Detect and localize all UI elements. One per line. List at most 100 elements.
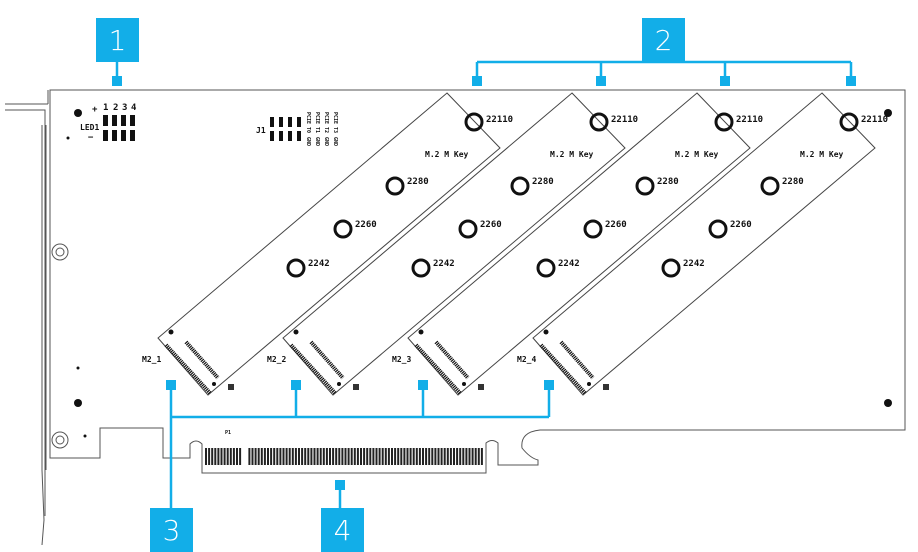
size-label: 2280: [407, 177, 429, 187]
m2-connector-pads: [164, 343, 212, 395]
edge-pin: [381, 448, 384, 465]
edge-pin: [480, 448, 483, 465]
edge-pin: [214, 448, 217, 465]
edge-pin: [338, 448, 341, 465]
edge-pin: [372, 448, 375, 465]
m2-slot-4: 22110 2280 2260 2242 M.2 M Key M2_4: [517, 92, 888, 396]
edge-pin: [291, 448, 294, 465]
edge-pin: [254, 448, 257, 465]
mounting-holes: [66, 109, 892, 438]
svg-text:−: −: [88, 133, 94, 143]
callout-4: 4: [321, 508, 364, 552]
edge-pin: [288, 448, 291, 465]
edge-pin: [462, 448, 465, 465]
standoff-hole-22110: [464, 112, 484, 132]
edge-pin: [310, 448, 313, 465]
edge-pin: [347, 448, 350, 465]
m-key-label: M.2 M Key: [675, 150, 719, 159]
m2-card-outline: [282, 92, 626, 396]
edge-pin: [415, 448, 418, 465]
edge-pin: [301, 448, 304, 465]
standoff-hole-2242: [411, 258, 431, 278]
standoff-hole-2260: [583, 219, 603, 239]
edge-pin: [257, 448, 260, 465]
m2-connector-pads: [434, 340, 470, 380]
size-label: 2280: [532, 177, 554, 187]
edge-pin: [322, 448, 325, 465]
size-label: 2242: [558, 259, 580, 269]
m2-slot-3: 22110 2280 2260 2242 M.2 M Key M2_3: [392, 92, 763, 396]
svg-text:GND: GND: [323, 137, 329, 146]
size-label: 22110: [611, 115, 638, 125]
size-label: 2280: [782, 177, 804, 187]
edge-pin: [391, 448, 393, 465]
edge-pin: [319, 448, 322, 465]
m2-connector-pads: [559, 340, 595, 380]
m2-connector-pads: [289, 343, 337, 395]
standoff-hole-2280: [635, 176, 655, 196]
edge-pin: [335, 448, 338, 465]
svg-text:GND: GND: [305, 137, 311, 146]
standoff-hole-2242: [286, 258, 306, 278]
edge-pin: [329, 448, 331, 465]
edge-pin: [260, 448, 263, 465]
edge-pin: [443, 448, 446, 465]
edge-pin: [446, 448, 449, 465]
edge-pin: [409, 448, 412, 465]
svg-text:+: +: [92, 105, 98, 115]
edge-pin: [440, 448, 443, 465]
led-header: + LED1 − 1 2 3 4: [80, 103, 137, 143]
edge-pin: [378, 448, 381, 465]
size-label: 2260: [730, 220, 752, 230]
edge-pin: [276, 448, 279, 465]
edge-pin: [449, 448, 452, 465]
edge-pin: [205, 448, 207, 465]
edge-pin: [356, 448, 359, 465]
svg-text:GND: GND: [314, 137, 320, 146]
slot-label: M2_2: [267, 355, 286, 364]
svg-text:4: 4: [131, 103, 137, 113]
edge-pin: [428, 448, 431, 465]
m-key-label: M.2 M Key: [425, 150, 469, 159]
edge-pin: [437, 448, 440, 465]
standoff-hole-22110: [714, 112, 734, 132]
edge-pin: [412, 448, 415, 465]
edge-pin: [418, 448, 421, 465]
edge-pin: [406, 448, 409, 465]
edge-pin: [387, 448, 390, 465]
m2-connector-pads: [539, 343, 587, 395]
edge-pin: [307, 448, 310, 465]
edge-pin: [366, 448, 369, 465]
j1-header: J1 PCIE T0 PCIE T1 PCIE T2 PCIE T3 GND G…: [256, 112, 338, 146]
edge-pin: [353, 448, 356, 465]
edge-pin: [369, 448, 372, 465]
standoff-hole-2280: [385, 176, 405, 196]
standoff-hole-2260: [708, 219, 728, 239]
m2-connector-pads: [309, 340, 345, 380]
size-label: 2242: [433, 259, 455, 269]
edge-pin: [384, 448, 387, 465]
edge-pin: [394, 448, 397, 465]
edge-pin: [285, 448, 288, 465]
standoff-hole-22110: [589, 112, 609, 132]
edge-pin: [279, 448, 282, 465]
standoff-hole-22110: [839, 112, 859, 132]
standoff-hole-2280: [510, 176, 530, 196]
edge-pin: [267, 448, 269, 465]
edge-pin: [223, 448, 226, 465]
size-label: 2242: [683, 259, 705, 269]
m2-card-outline: [532, 92, 876, 396]
callout-markers: [112, 76, 856, 490]
edge-pin: [313, 448, 316, 465]
svg-text:PCIE T1: PCIE T1: [314, 112, 320, 133]
m2-slot-1: 22110 2280 2260 2242 M.2 M Key M2_1: [142, 92, 513, 396]
size-label: 22110: [861, 115, 888, 125]
board-outline: [49, 89, 906, 474]
edge-pin: [459, 448, 462, 465]
standoff-hole-2260: [458, 219, 478, 239]
edge-pin: [465, 448, 468, 465]
edge-pin: [217, 448, 220, 465]
edge-pin: [232, 448, 235, 465]
svg-text:PCIE T3: PCIE T3: [332, 112, 338, 133]
